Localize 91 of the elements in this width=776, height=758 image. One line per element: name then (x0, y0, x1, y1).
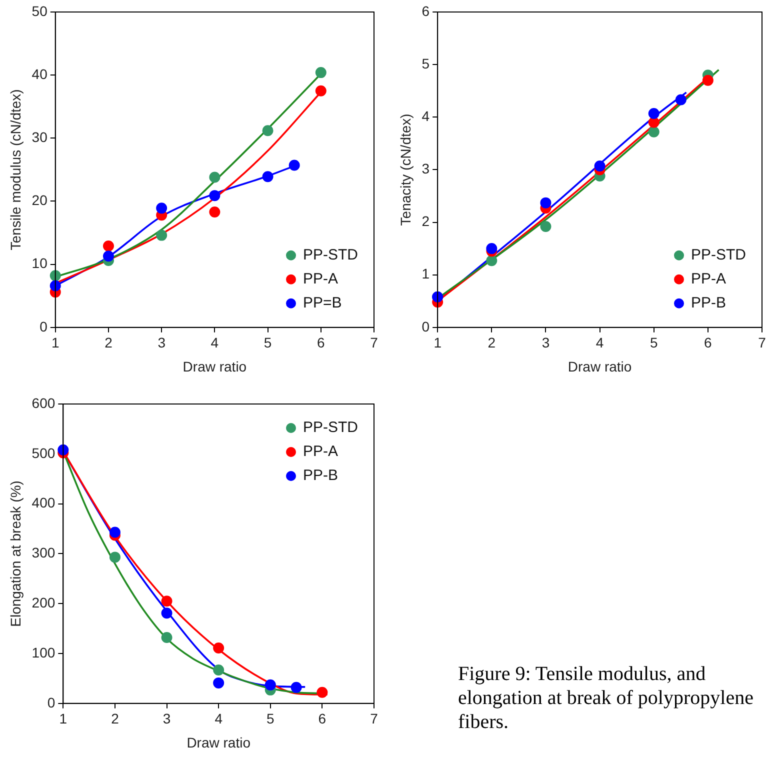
point (648, 126, 660, 138)
y-tick-label: 0 (40, 318, 48, 334)
point (648, 116, 660, 128)
x-axis-title: Draw ratio (186, 734, 251, 750)
y-tick-label: 100 (32, 644, 56, 660)
point (213, 677, 224, 688)
point (262, 171, 274, 182)
x-tick-label: 5 (266, 710, 274, 727)
legend-label: PP-STD (302, 246, 358, 264)
point (161, 632, 172, 644)
legend-label: PP-STD (302, 419, 358, 436)
x-tick-label: 2 (104, 334, 113, 351)
point (540, 220, 552, 232)
point (209, 172, 220, 183)
y-tick-label: 300 (32, 544, 56, 561)
point (102, 250, 114, 262)
point (58, 444, 69, 456)
point (262, 125, 274, 136)
y-tick-label: 3 (422, 160, 430, 177)
point (648, 108, 660, 119)
point (209, 190, 220, 202)
y-tick-label: 30 (32, 129, 48, 146)
point (316, 686, 328, 698)
point (315, 85, 326, 96)
point (213, 642, 224, 654)
x-axis-title: Draw ratio (182, 358, 247, 374)
y-tick-label: 4 (422, 108, 430, 124)
x-tick-label: 3 (542, 334, 550, 351)
point (156, 230, 168, 241)
point (675, 94, 686, 106)
y-tick-label: 10 (32, 255, 48, 272)
point (486, 243, 498, 254)
y-tick-label: 1 (422, 266, 430, 282)
y-tick-label: 0 (47, 694, 56, 710)
legend-label: PP-A (690, 270, 726, 288)
legend-label: PP-A (302, 270, 338, 288)
x-tick-label: 6 (704, 334, 712, 351)
legend-label: PP=B (302, 294, 342, 312)
y-tick-label: 400 (32, 494, 56, 511)
x-tick-label: 6 (316, 334, 325, 351)
y-axis-title: Tensile modulus (cN/dtex) (7, 89, 24, 250)
x-tick-label: 7 (370, 334, 378, 351)
y-tick-label: 500 (32, 444, 56, 461)
y-tick-label: 50 (32, 2, 48, 19)
caption: Figure 9: Tensile modulus, and elongation at break of polypropylene fibers. (458, 662, 754, 734)
point (290, 682, 302, 693)
legend-label: PP-STD (690, 246, 746, 264)
legend-label: PP-B (690, 294, 726, 312)
y-tick-label: 2 (422, 213, 430, 230)
y-axis-title: Tenacity (cN/dtex) (397, 114, 414, 226)
x-tick-label: 5 (650, 334, 658, 351)
y-tick-label: 20 (32, 192, 48, 208)
x-tick-label: 7 (370, 710, 378, 727)
y-axis-title: Elongation at break (%) (7, 480, 24, 627)
y-tick-label: 200 (32, 594, 56, 610)
point (594, 160, 606, 172)
x-tick-label: 7 (758, 334, 766, 351)
point (50, 280, 61, 292)
x-tick-label: 1 (59, 710, 68, 727)
legend-label: PP-B (302, 467, 338, 484)
point (540, 197, 552, 208)
point (315, 67, 326, 78)
x-axis-title: Draw ratio (568, 358, 632, 374)
y-tick-label: 6 (422, 2, 430, 19)
y-tick-label: 600 (32, 394, 56, 411)
point (486, 255, 498, 266)
point (161, 596, 172, 607)
legend-label: PP-A (302, 443, 338, 460)
point (102, 240, 114, 252)
point (213, 664, 224, 676)
point (288, 160, 300, 171)
x-tick-label: 4 (214, 710, 223, 727)
x-tick-label: 6 (318, 710, 326, 727)
x-tick-label: 3 (162, 710, 171, 727)
point (109, 552, 120, 563)
x-tick-label: 5 (264, 334, 272, 351)
x-tick-label: 2 (111, 710, 120, 727)
y-tick-label: 0 (422, 318, 430, 334)
x-tick-label: 3 (158, 334, 166, 351)
point (209, 206, 220, 218)
x-tick-label: 1 (434, 334, 442, 351)
x-tick-label: 4 (596, 334, 604, 351)
point (161, 608, 172, 619)
y-tick-label: 5 (422, 55, 430, 72)
point (109, 526, 120, 538)
y-tick-label: 40 (32, 66, 48, 82)
point (264, 679, 276, 690)
x-tick-label: 4 (210, 334, 219, 351)
point (702, 74, 714, 86)
x-tick-label: 2 (488, 334, 496, 351)
point (156, 202, 168, 214)
